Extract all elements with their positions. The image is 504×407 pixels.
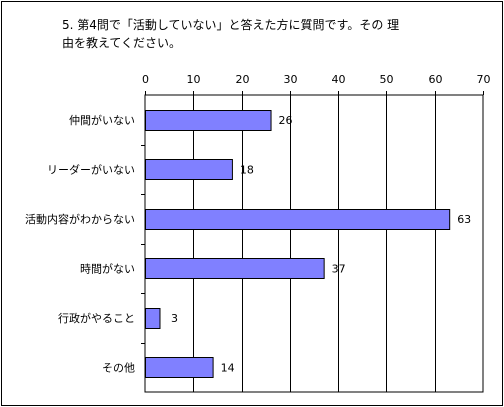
bar (145, 110, 272, 131)
value-label: 63 (457, 213, 471, 226)
x-tick-label: 40 (332, 73, 346, 86)
x-tick-label: 60 (429, 73, 443, 86)
category-label: 仲間がいない (69, 113, 135, 127)
value-label: 26 (279, 114, 293, 127)
category-label: 時間がない (80, 261, 135, 275)
value-label: 3 (171, 312, 178, 325)
x-tick-label: 50 (380, 73, 394, 86)
chart-title: 5. 第4問で「活動していない」と答えた方に質問です。その 理 由を教えてくださ… (62, 16, 462, 52)
x-tick-label: 20 (236, 73, 250, 86)
bar (145, 209, 451, 230)
chart-title-line-1: 5. 第4問で「活動していない」と答えた方に質問です。その 理 (62, 18, 400, 32)
category-label: 行政がやること (58, 311, 135, 325)
bar (145, 258, 325, 279)
bar (145, 159, 233, 180)
bar (145, 357, 214, 378)
category-label: 活動内容がわからない (25, 212, 135, 226)
x-tick-label: 0 (142, 73, 149, 86)
value-label: 14 (221, 361, 235, 374)
x-tick-label: 30 (284, 73, 298, 86)
x-tick-label: 10 (187, 73, 201, 86)
value-label: 37 (332, 262, 346, 275)
value-label: 18 (240, 163, 254, 176)
category-label: リーダーがいない (47, 162, 135, 176)
plot-area (144, 94, 484, 393)
chart-title-line-2: 由を教えてください。 (62, 36, 182, 50)
x-tick-label: 70 (477, 73, 491, 86)
bar (145, 308, 161, 329)
category-label: その他 (102, 361, 135, 374)
